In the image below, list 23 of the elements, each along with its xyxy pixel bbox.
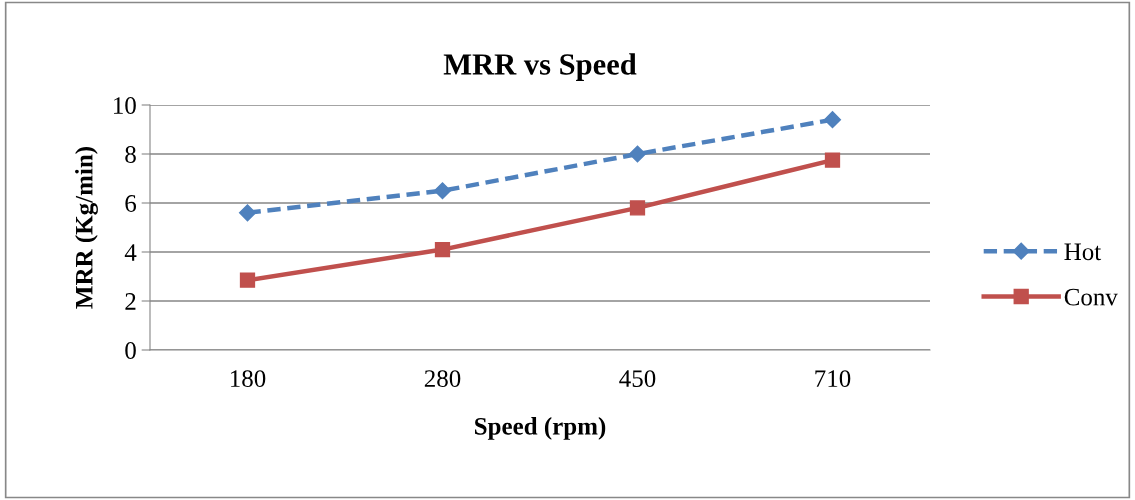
point: [824, 152, 841, 168]
legend-label: Hot: [1064, 243, 1102, 261]
point: [823, 111, 842, 129]
y-axis-title: MRR (Kg/min): [75, 147, 98, 309]
point: [629, 200, 646, 216]
y-tick-label: 6: [125, 195, 137, 212]
point: [628, 145, 647, 163]
chart-title: MRR vs Speed: [443, 53, 637, 81]
x-tick-label: 280: [424, 370, 461, 388]
point: [433, 182, 452, 200]
x-axis-title: Speed (rpm): [475, 417, 606, 440]
legend-label: Conv: [1064, 288, 1118, 306]
point: [239, 272, 256, 288]
x-tick-label: 180: [230, 370, 266, 388]
y-tick-label: 8: [125, 146, 136, 163]
y-tick-label: 0: [125, 342, 136, 359]
y-tick-label: 4: [124, 244, 137, 261]
x-tick-label: 710: [815, 370, 851, 388]
y-tick-label: 10: [114, 97, 136, 114]
x-tick-label: 450: [619, 370, 656, 388]
y-tick-label: 2: [125, 293, 136, 310]
point: [434, 241, 451, 258]
point: [238, 204, 257, 222]
